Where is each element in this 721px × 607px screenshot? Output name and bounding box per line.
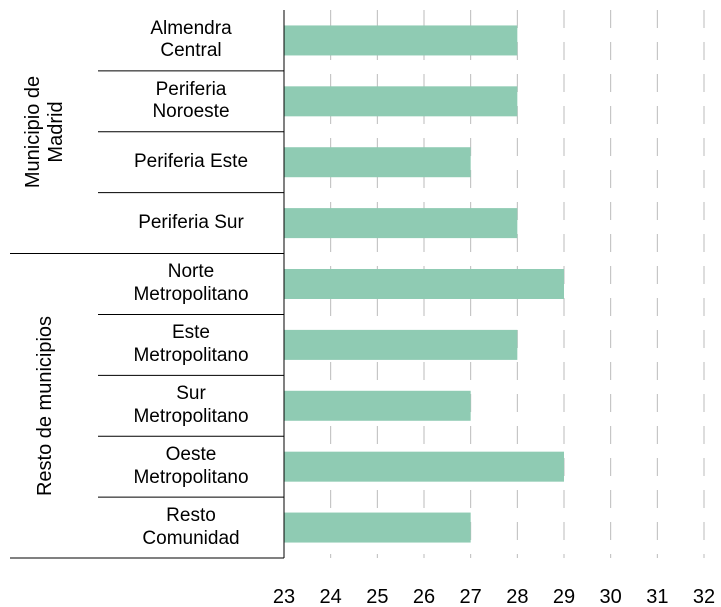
bar <box>284 390 471 421</box>
bar <box>284 269 564 299</box>
bar <box>284 25 518 56</box>
x-tick-label: 28 <box>506 586 529 607</box>
bar <box>284 512 471 543</box>
bar <box>284 329 518 360</box>
category-label: Periferia Sur <box>138 211 244 233</box>
x-tick-label: 32 <box>692 586 716 607</box>
category-label: Resto Comunidad <box>142 504 240 549</box>
x-tick-label: 30 <box>599 586 622 607</box>
category-label: Periferia Noroeste <box>152 78 230 123</box>
bar <box>284 451 564 482</box>
bar <box>284 208 518 239</box>
group-label: Resto de municipios <box>33 315 56 496</box>
category-label: Sur Metropolitano <box>133 382 249 427</box>
x-tick-label: 26 <box>412 586 436 607</box>
category-label: Almendra Central <box>150 17 232 62</box>
x-tick-label: 31 <box>646 586 669 607</box>
x-tick-label: 29 <box>552 586 576 607</box>
category-label: Norte Metropolitano <box>133 261 249 305</box>
x-tick-label: 25 <box>366 586 389 607</box>
group-label: Municipio de Madrid <box>22 75 68 188</box>
bar <box>284 86 518 117</box>
x-tick-label: 24 <box>319 586 342 607</box>
bar <box>284 147 471 178</box>
category-label: Este Metropolitano <box>133 322 249 366</box>
category-label: Oeste Metropolitano <box>133 443 249 488</box>
x-tick-label: 23 <box>272 586 296 607</box>
category-label: Periferia Este <box>133 150 249 172</box>
x-tick-label: 27 <box>459 586 482 607</box>
